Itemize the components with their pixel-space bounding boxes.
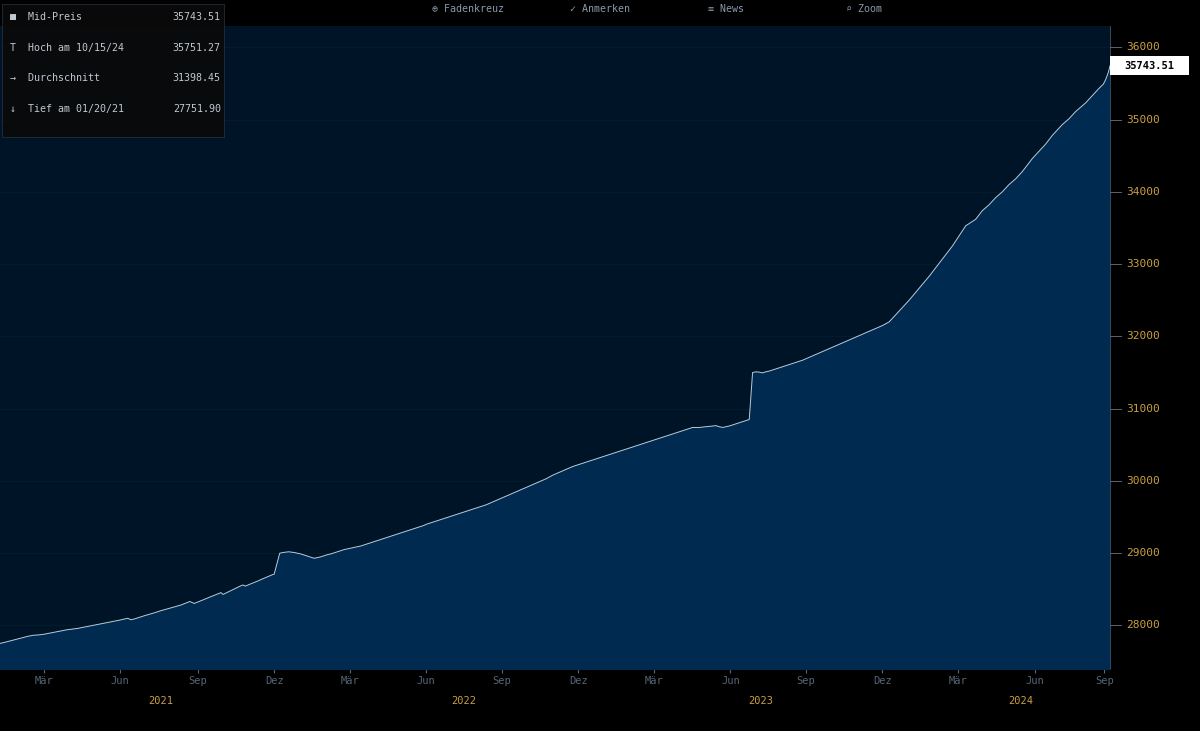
Text: 27751.90: 27751.90 xyxy=(173,104,221,114)
Bar xyxy=(2,4,224,137)
Text: 2024: 2024 xyxy=(1009,696,1033,706)
Text: ↓  Tief am 01/20/21: ↓ Tief am 01/20/21 xyxy=(10,104,124,114)
Text: 2023: 2023 xyxy=(748,696,773,706)
Text: 30000: 30000 xyxy=(1127,476,1160,486)
Text: 2022: 2022 xyxy=(451,696,476,706)
FancyBboxPatch shape xyxy=(1110,56,1189,75)
Text: 33000: 33000 xyxy=(1127,259,1160,269)
Text: →  Durchschnitt: → Durchschnitt xyxy=(10,73,100,83)
Text: 2021: 2021 xyxy=(149,696,174,706)
Text: ■  Mid-Preis: ■ Mid-Preis xyxy=(10,12,82,22)
Text: 31000: 31000 xyxy=(1127,404,1160,414)
Text: 35000: 35000 xyxy=(1127,115,1160,124)
Text: 35751.27: 35751.27 xyxy=(173,42,221,53)
Text: ⊕ Fadenkreuz: ⊕ Fadenkreuz xyxy=(432,4,504,14)
Text: ⌕ Zoom: ⌕ Zoom xyxy=(846,4,882,14)
Text: 36000: 36000 xyxy=(1127,42,1160,53)
Text: ✓ Anmerken: ✓ Anmerken xyxy=(570,4,630,14)
Text: 28000: 28000 xyxy=(1127,621,1160,631)
Text: 35743.51: 35743.51 xyxy=(173,12,221,22)
Text: 31398.45: 31398.45 xyxy=(173,73,221,83)
Text: 35743.51: 35743.51 xyxy=(1124,61,1175,71)
Text: 29000: 29000 xyxy=(1127,548,1160,558)
Text: ≡ News: ≡ News xyxy=(708,4,744,14)
Text: 34000: 34000 xyxy=(1127,187,1160,197)
Text: 32000: 32000 xyxy=(1127,331,1160,341)
Text: T  Hoch am 10/15/24: T Hoch am 10/15/24 xyxy=(10,42,124,53)
